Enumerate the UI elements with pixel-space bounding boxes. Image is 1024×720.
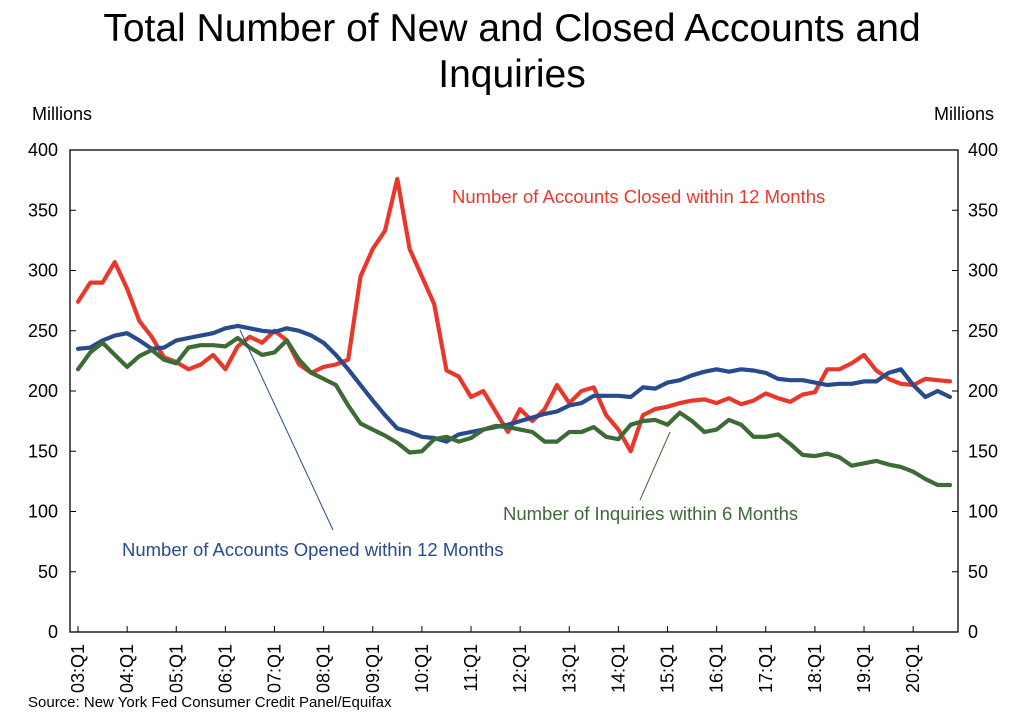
y-tick-label-right: 400 (968, 140, 998, 160)
y-axis-right: 0 50 100 150 200 250 300 350 400 (952, 140, 998, 642)
x-tick-label: 10:Q1 (412, 644, 432, 693)
x-tick-label: 06:Q1 (215, 644, 235, 693)
x-tick-label: 08:Q1 (314, 644, 334, 693)
x-tick-label: 11:Q1 (461, 644, 481, 692)
y-tick-label-left: 400 (28, 140, 58, 160)
y-axis-left: 0 50 100 150 200 250 300 350 400 (28, 140, 76, 642)
annotation-leader-line (639, 431, 671, 501)
annotation-label: Number of Accounts Closed within 12 Mont… (452, 186, 825, 207)
source-note: Source: New York Fed Consumer Credit Pan… (28, 694, 392, 711)
x-tick-label: 04:Q1 (117, 644, 137, 693)
y-tick-label-left: 150 (28, 441, 58, 461)
y-tick-label-left: 350 (28, 200, 58, 220)
y-tick-label-right: 250 (968, 321, 998, 341)
annotation-label: Number of Inquiries within 6 Months (503, 503, 798, 524)
annotations: Number of Accounts Closed within 12 Mont… (122, 186, 825, 560)
y-tick-label-right: 150 (968, 441, 998, 461)
y-tick-label-right: 0 (968, 622, 978, 642)
y-tick-label-left: 50 (38, 562, 58, 582)
x-tick-label: 15:Q1 (658, 644, 678, 693)
chart-title: Total Number of New and Closed Accounts … (0, 6, 1024, 98)
x-tick-label: 03:Q1 (68, 644, 88, 693)
y-tick-label-left: 100 (28, 502, 58, 522)
annotation-leader-line (239, 329, 334, 531)
y-tick-label-right: 350 (968, 200, 998, 220)
series-line-number-of-accounts-opened-within-12-months (75, 323, 953, 444)
series-line-number-of-inquiries-within-6-months (75, 335, 953, 488)
y-tick-label-left: 0 (48, 622, 58, 642)
x-tick-label: 16:Q1 (707, 644, 727, 693)
x-tick-label: 17:Q1 (756, 644, 776, 693)
x-tick-label: 12:Q1 (510, 644, 530, 693)
x-tick-label: 07:Q1 (265, 644, 285, 693)
y-tick-label-right: 50 (968, 562, 988, 582)
y-tick-label-right: 300 (968, 261, 998, 281)
y-tick-label-left: 250 (28, 321, 58, 341)
x-tick-label: 05:Q1 (166, 644, 186, 693)
y-tick-label-left: 200 (28, 381, 58, 401)
x-tick-label: 20:Q1 (903, 644, 923, 693)
series-lines (75, 176, 953, 488)
y-axis-unit-right: Millions (934, 104, 994, 124)
x-tick-label: 09:Q1 (363, 644, 383, 693)
chart-title-line-1: Total Number of New and Closed Accounts … (103, 7, 921, 50)
x-axis: 03:Q1 04:Q1 05:Q1 06:Q1 07:Q1 08:Q1 09:Q1 10:Q1… (68, 626, 923, 693)
x-tick-label: 14:Q1 (608, 644, 628, 693)
annotation-label: Number of Accounts Opened within 12 Mont… (122, 539, 504, 560)
y-tick-label-right: 200 (968, 381, 998, 401)
chart-title-line-2: Inquiries (438, 53, 586, 96)
x-tick-label: 13:Q1 (559, 644, 579, 693)
y-tick-label-right: 100 (968, 502, 998, 522)
x-tick-label: 18:Q1 (805, 644, 825, 693)
x-tick-label: 19:Q1 (854, 644, 874, 693)
y-tick-label-left: 300 (28, 261, 58, 281)
y-axis-unit-left: Millions (32, 104, 92, 124)
series-line-number-of-accounts-closed-within-12-months (75, 176, 953, 454)
